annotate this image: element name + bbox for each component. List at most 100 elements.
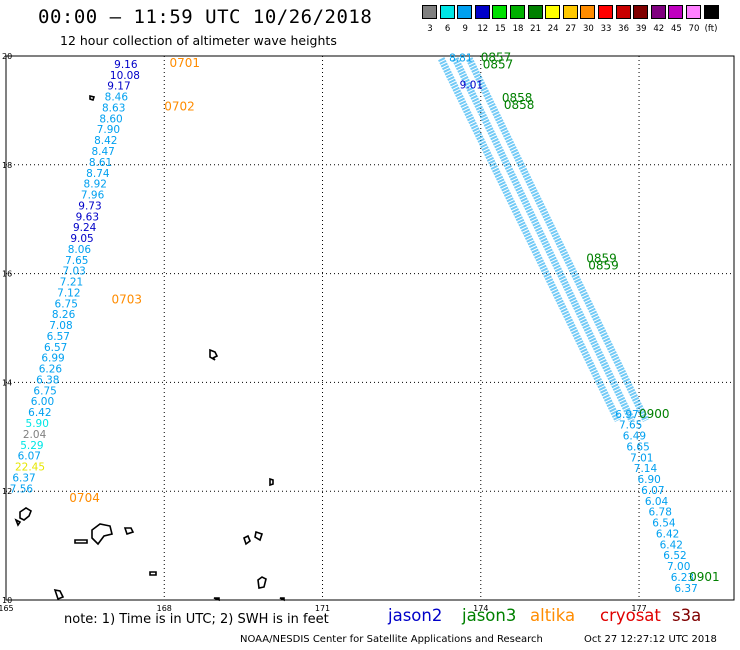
colorbar-swatch — [527, 5, 543, 19]
wave-height-value: 9.17 — [107, 81, 130, 93]
colorbar-swatch — [510, 5, 525, 19]
wave-height-value: 7.65 — [619, 420, 642, 432]
pass-time-label: 0858 — [502, 91, 533, 105]
pass-time-label: 0858 — [504, 98, 535, 112]
pass-time-label: 0701 — [170, 56, 201, 70]
colorbar-swatch — [703, 5, 719, 19]
wave-height-value: 10.08 — [110, 70, 140, 82]
wave-height-value: 8.06 — [68, 244, 92, 256]
wave-height-value: 8.46 — [105, 92, 129, 104]
wave-height-value: 8.26 — [52, 309, 76, 321]
wave-height-value: 9.01 — [460, 80, 483, 92]
wave-height-value: 6.42 — [28, 407, 51, 419]
map-frame — [5, 55, 735, 601]
colorbar-swatch — [545, 5, 561, 19]
wave-height-value: 8.61 — [89, 157, 112, 169]
pass-time-label: 0704 — [69, 491, 100, 505]
credit-line: NOAA/NESDIS Center for Satellite Applica… — [240, 634, 543, 645]
wave-height-value: 8.63 — [102, 102, 125, 114]
colorbar-tick-label: 15 — [494, 24, 506, 34]
colorbar-swatch — [474, 5, 490, 19]
dense-wave-height-band — [452, 57, 636, 423]
wave-height-value: 8.74 — [86, 168, 110, 180]
wave-height-value: 22.45 — [15, 462, 45, 474]
axis-tick-labels: 165 168 171 174 177 20 18 16 14 12 10 — [0, 52, 647, 613]
wave-height-value: 6.37 — [674, 583, 697, 595]
pass-time-label: 0900 — [639, 407, 670, 421]
island-outline — [257, 576, 267, 589]
colorbar-tick-label: 3 — [427, 24, 433, 34]
colorbar-tick-label: 9 — [462, 24, 468, 34]
wave-height-value: 7.96 — [81, 190, 105, 202]
pass-time-label: 0857 — [483, 57, 514, 71]
wave-height-value: 6.07 — [641, 485, 664, 497]
island-outline — [14, 518, 22, 527]
wave-height-value: 5.29 — [20, 440, 43, 452]
wave-height-value: 6.54 — [652, 518, 676, 530]
island-outline — [269, 477, 274, 487]
lat-tick-label: 20 — [2, 52, 12, 61]
dense-wave-height-band — [438, 57, 622, 423]
wave-height-value: 6.38 — [36, 374, 59, 386]
wave-height-value: 6.42 — [656, 528, 679, 540]
wave-height-value: 6.26 — [39, 364, 63, 376]
wave-height-value: 7.12 — [57, 287, 80, 299]
wave-height-value: 7.56 — [10, 483, 34, 495]
island-outline — [123, 527, 135, 536]
colorbar-swatch — [633, 5, 649, 19]
island-outline — [19, 507, 32, 521]
map-subtitle: 12 hour collection of altimeter wave hei… — [60, 33, 337, 48]
colorbar-swatch — [686, 5, 701, 19]
island-outline — [149, 571, 157, 576]
lat-tick-label: 14 — [2, 378, 12, 387]
colorbar-tick-label: 24 — [547, 24, 559, 34]
colorbar-tick-label: 42 — [653, 24, 665, 34]
pass-time-label: 0857 — [481, 50, 512, 64]
wave-height-value: 9.24 — [73, 222, 97, 234]
wave-height-value: 6.97 — [615, 409, 638, 421]
satellite-legend-item: altika — [530, 606, 576, 625]
wave-height-value: 7.21 — [60, 277, 83, 289]
lat-lon-grid — [6, 56, 734, 600]
colorbar-swatch — [562, 5, 578, 19]
lon-tick-label: 177 — [631, 604, 646, 613]
wave-height-value: 8.92 — [84, 179, 107, 191]
wave-height-value: 6.23 — [671, 572, 694, 584]
wave-height-value: 8.81 — [449, 52, 472, 64]
wave-height-value: 8.60 — [99, 113, 122, 125]
island-outline — [53, 588, 65, 601]
wave-height-value: 9.16 — [114, 59, 138, 71]
colorbar-tick-label: 27 — [565, 24, 577, 34]
wave-height-value: 6.04 — [645, 496, 669, 508]
pass-time-label: 0901 — [689, 570, 720, 584]
colorbar-tick-label: 33 — [600, 24, 612, 34]
wave-height-value: 6.75 — [55, 298, 78, 310]
wave-height-value: 6.57 — [44, 342, 67, 354]
lat-tick-label: 10 — [2, 596, 12, 605]
wave-height-value: 2.04 — [23, 429, 47, 441]
colorbar-swatch — [615, 5, 631, 19]
lon-tick-label: 171 — [315, 604, 330, 613]
pass-time-label: 0859 — [588, 259, 619, 273]
lon-tick-label: 174 — [473, 604, 488, 613]
pass-time-label: 0703 — [112, 293, 143, 307]
colorbar-tick-label: 36 — [618, 24, 629, 34]
wave-height-value: 7.90 — [97, 124, 120, 136]
colorbar-swatch — [439, 5, 455, 19]
colorbar-swatch — [668, 5, 684, 19]
island-outline — [91, 523, 113, 546]
colorbar-tick-label: 6 — [444, 24, 451, 34]
wave-height-value: 7.01 — [630, 452, 653, 464]
lat-tick-label: 18 — [2, 161, 12, 170]
island-outline — [254, 530, 264, 542]
wave-height-value: 6.37 — [12, 472, 35, 484]
colorbar-tick-label: 12 — [477, 24, 489, 34]
island-outline — [213, 597, 220, 602]
lon-tick-label: 168 — [157, 604, 172, 613]
colorbar-swatch — [650, 5, 666, 19]
wave-height-value: 9.73 — [78, 200, 101, 212]
colorbar-swatch — [492, 5, 508, 19]
colorbar-swatch — [580, 5, 596, 19]
wave-height-value: 6.49 — [623, 431, 646, 443]
